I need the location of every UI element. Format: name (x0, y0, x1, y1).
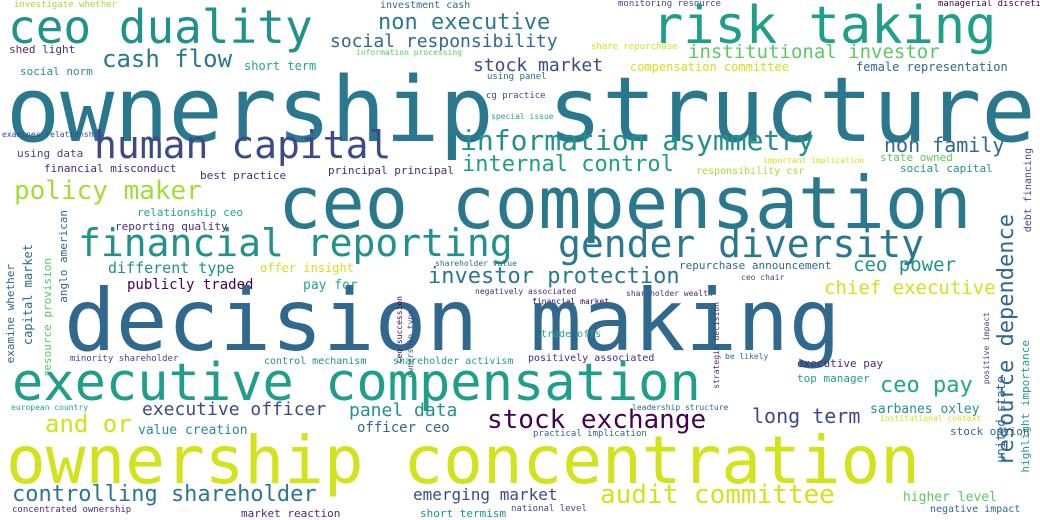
word-social-capital: social capital (900, 162, 993, 175)
word-short-term: short term (244, 59, 317, 73)
word-positively-associated: positively associated (528, 353, 655, 364)
word-united-state: united state (994, 376, 1008, 463)
word-negatively-associated: negatively associated (475, 287, 577, 296)
word-ceo-pay: ceo pay (880, 373, 973, 398)
word-internal-control: internal control (462, 152, 674, 177)
word-state-owned: state owned (880, 151, 953, 164)
word-reporting-quality: reporting quality (115, 220, 228, 233)
word-ownership-structure: ownership structure (6, 58, 1036, 163)
word-monitoring-resource: monitoring resource (618, 0, 721, 9)
word-investor-protection: investor protection (428, 264, 680, 289)
word-shareholder-wealth: shareholder wealth (626, 289, 713, 298)
word-long-term: long term (752, 404, 861, 428)
word-controlling-shareholder: controlling shareholder (12, 482, 317, 507)
word-non-executive: non executive (378, 10, 551, 35)
word-information-asymmetry: information asymmetry (460, 124, 815, 157)
word-european-country: european country (11, 403, 89, 412)
word-decision-making: decision making (64, 271, 841, 371)
word-financial-market: financial market (532, 297, 610, 306)
word-financial-misconduct: financial misconduct (44, 162, 177, 175)
word-shareholder-value: shareholder value (435, 259, 517, 268)
word-social-norm: social norm (20, 65, 93, 78)
word-executive-compensation: executive compensation (12, 353, 701, 413)
word-and-or: and or (45, 410, 132, 438)
word-market-reaction: market reaction (241, 507, 341, 520)
word-practical-implication: practical implication (533, 429, 647, 439)
word-stock-market: stock market (473, 55, 604, 76)
word-panel-data: panel data (349, 400, 458, 421)
word-emerging-market: emerging market (413, 485, 558, 504)
word-ceo-power: ceo power (853, 254, 956, 276)
word-examine-whether: examine whether (4, 264, 17, 364)
word-stock-option: stock option (950, 425, 1030, 438)
word-using-data: using data (17, 147, 84, 160)
word-cash-flow: cash flow (102, 45, 233, 73)
word-leadership-structure: leadership structure (632, 403, 729, 412)
word-gender-diversity: gender diversity (558, 222, 925, 266)
word-trade-offs: trade offs (541, 329, 602, 340)
word-strategic-decision: strategic decision (712, 302, 721, 389)
word-using-panel: using panel (487, 72, 547, 82)
word-concentrated-ownership: concentrated ownership (12, 505, 132, 515)
word-sarbanes-oxley: sarbanes oxley (870, 402, 980, 417)
word-ceo-duality: ceo duality (8, 0, 313, 54)
word-publicly-traded: publicly traded (127, 277, 254, 293)
word-executive-officer: executive officer (142, 399, 327, 420)
word-value-creation: value creation (138, 423, 248, 438)
word-repurchase-announcement: repurchase announcement (679, 259, 832, 272)
word-capital-market: capital market (21, 244, 35, 346)
word-different-type: different type (108, 259, 235, 277)
word-investment-cash: investment cash (380, 0, 471, 11)
word-risk-taking: risk taking (652, 0, 997, 56)
word-pay-for: pay for (303, 278, 358, 293)
word-special-issue: special issue (491, 112, 554, 121)
word-compensation-committee: compensation committee (630, 60, 789, 74)
word-share-repurchase: share repurchase (591, 42, 678, 52)
word-policy-maker: policy maker (14, 176, 202, 206)
word-financial-reporting: financial reporting (78, 221, 513, 265)
word-highlight-importance: highlight importance (1019, 340, 1032, 473)
word-higher-level: higher level (903, 490, 997, 505)
word-offer-insight: offer insight (260, 261, 354, 275)
word-national-level: national level (511, 504, 587, 514)
word-important-implication: important implication (763, 156, 865, 165)
word-examines-relationship: examines relationship (2, 130, 104, 139)
word-be-likely: be likely (725, 352, 769, 361)
word-short-termism: short termism (420, 507, 507, 520)
word-shed-light: shed light (9, 43, 76, 56)
word-female-representation: female representation (856, 60, 1008, 74)
word-information-processing: information processing (356, 48, 462, 57)
word-cg-practice: cg practice (486, 91, 546, 101)
word-ownership-concentration: ownership concentration (6, 422, 920, 499)
word-officer-ceo: officer ceo (357, 420, 450, 436)
word-stock-exchange: stock exchange (487, 405, 707, 435)
word-audit-committee: audit committee (600, 480, 835, 510)
word-institutional-context: institutional context (880, 414, 982, 423)
word-negative-impact: negative impact (930, 504, 1021, 515)
word-relationship-ceo: relationship ceo (137, 206, 243, 219)
word-positive-impact: positive impact (982, 312, 991, 385)
word-institutional-investor: institutional investor (688, 41, 940, 63)
word-best-practice: best practice (200, 169, 287, 182)
word-executive-pay: executive pay (797, 357, 884, 370)
word-social-responsibility: social responsibility (330, 31, 558, 52)
word-human-capital: human capital (94, 123, 392, 167)
word-ceo-compensation: ceo compensation (278, 161, 972, 245)
word-control-mechanism: control mechanism (264, 356, 367, 367)
word-debt-financing: debt financing (1023, 148, 1034, 233)
word-minority-shareholder: minority shareholder (70, 354, 179, 364)
word-investigate-whether: investigate whether (14, 0, 117, 10)
word-shareholder-activism: shareholder activism (393, 356, 514, 367)
word-responsibility-csr: responsibility csr (696, 166, 805, 177)
word-top-manager: top manager (797, 372, 870, 385)
word-chief-executive: chief executive (824, 277, 996, 299)
word-ceo-chair: ceo chair (741, 273, 785, 282)
word-principal-principal: principal principal (328, 164, 454, 177)
word-managerial-discretion: managerial discretion (938, 0, 1040, 9)
word-non-family: non family (884, 133, 1005, 157)
